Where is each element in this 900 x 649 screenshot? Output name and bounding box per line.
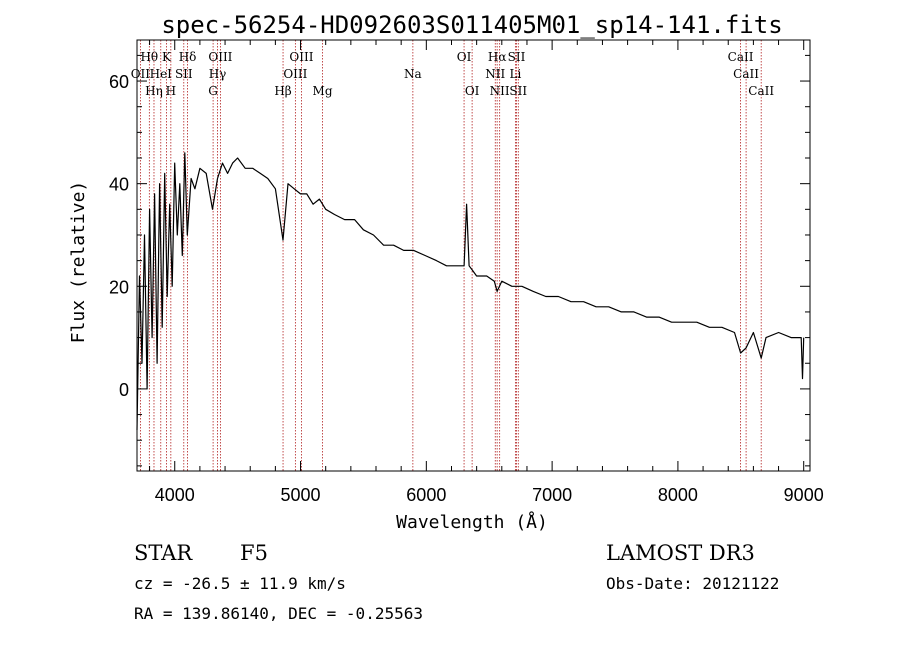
y-tick-label: 20 (109, 277, 129, 297)
spectral-line-label: NII (485, 67, 505, 81)
x-tick-label: 5000 (281, 485, 321, 505)
redshift-text: cz = -26.5 ± 11.9 km/s (134, 574, 346, 593)
obs-date: Obs-Date: 20121122 (606, 574, 779, 593)
spectral-line-label: HeI (150, 67, 173, 81)
plot-frame (136, 39, 811, 472)
spectral-line-label: NII (490, 84, 510, 98)
spectral-line-label: Li (509, 67, 521, 81)
spectral-line-label: H (166, 84, 176, 98)
spectral-line-markers (139, 40, 762, 471)
x-tick-label: 6000 (406, 485, 446, 505)
x-tick-label: 8000 (658, 485, 698, 505)
spectral-line-label: CaII (733, 67, 759, 81)
spectral-line-label: SII (175, 67, 193, 81)
chart-title: spec-56254-HD092603S011405M01_sp14-141.f… (161, 11, 782, 39)
spectrum-series (136, 152, 805, 431)
x-axis-ticks: 4000 5000 6000 7000 8000 9000 (149, 40, 824, 505)
y-tick-label: 40 (109, 175, 129, 195)
spectral-line-label: Na (404, 67, 422, 81)
spectral-line-label: OIII (283, 67, 307, 81)
y-axis-ticks: 0 20 40 60 (109, 54, 810, 467)
spectral-line-label: OII (131, 67, 151, 81)
spectral-line-label: OIII (289, 50, 313, 64)
spectral-line-label: OI (465, 84, 480, 98)
spectral-line-label: Hα (488, 50, 507, 64)
y-axis-label: Flux (relative) (68, 181, 89, 344)
spectral-line-label: OIII (208, 50, 232, 64)
spectral-line-label: Hη (145, 84, 163, 98)
coordinates: RA = 139.86140, DEC = -0.25563 (134, 604, 423, 623)
survey-name: LAMOST DR3 (606, 541, 755, 565)
spectral-line-label: SII (509, 84, 527, 98)
spectral-line-label: Hδ (179, 50, 197, 64)
spectral-line-label: Mg (313, 84, 333, 98)
spectral-line-label: CaII (728, 50, 754, 64)
x-tick-label: 7000 (532, 485, 572, 505)
spectral-line-label: Hθ (140, 50, 158, 64)
object-subclass: F5 (240, 541, 268, 565)
spectral-line-label: K (162, 50, 172, 64)
y-tick-label: 0 (119, 380, 129, 400)
spectral-line-label: Hβ (274, 84, 291, 98)
spectral-line-label: G (208, 84, 218, 98)
spectral-line-label: OI (457, 50, 472, 64)
x-tick-label: 9000 (784, 485, 824, 505)
y-tick-label: 60 (109, 72, 129, 92)
spectral-line-label: Hγ (209, 67, 227, 81)
spectral-line-label: CaII (748, 84, 774, 98)
spectral-line-label: SII (508, 50, 526, 64)
object-class: STAR (134, 541, 193, 565)
x-axis-label: Wavelength (Å) (396, 511, 548, 533)
x-tick-label: 4000 (155, 485, 195, 505)
